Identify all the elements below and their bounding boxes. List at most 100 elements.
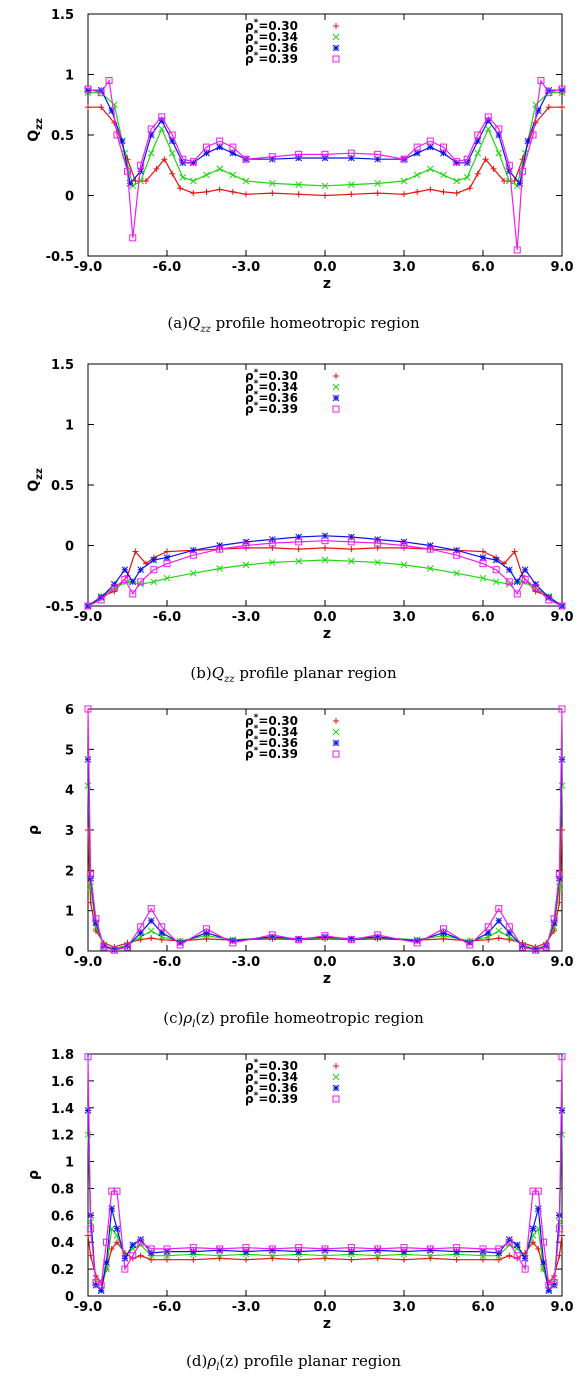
data-point [374,559,382,566]
data-point [374,1252,382,1260]
y-tick-label: 0.2 [51,1263,74,1278]
legend-label: ρ*=0.39 [245,51,298,66]
data-point [401,191,407,198]
data-point [505,1238,513,1246]
data-point [453,177,461,185]
series-0 [85,104,565,199]
data-point [374,155,382,163]
data-point [189,551,197,559]
data-point [516,180,524,187]
data-point [466,939,474,947]
data-point [374,536,382,543]
chart-b: -9.0 -6.0 -3.0 0.0 3.0 6.0 9.0 -0.5 0 0.5 1 1.5 z Qzz… [26,358,574,642]
data-point [84,1053,92,1061]
data-point [118,137,126,145]
data-point [268,536,276,543]
data-point [268,931,276,939]
y-tick-label: 1.5 [51,358,74,373]
data-point [295,538,303,546]
data-point [559,104,565,111]
data-point [295,557,303,565]
x-tick-label: -6.0 [153,1300,181,1315]
data-point [321,182,329,190]
data-point [453,569,461,577]
series-3 [84,77,566,254]
legend-label: ρ*=0.34 [245,1069,298,1084]
series-line [87,1110,563,1292]
x-tick-label: 9.0 [550,610,573,625]
data-point [268,539,276,547]
data-point [321,932,329,940]
data-point [495,927,503,935]
data-point [426,545,434,553]
data-point [495,131,503,139]
y-tick-label: 0 [65,945,74,960]
data-point [463,173,471,181]
data-point [542,943,550,951]
data-point [189,1248,197,1255]
data-point [348,191,355,198]
data-point [484,929,492,937]
data-point [229,188,236,195]
data-point [479,560,487,568]
data-point [147,131,155,139]
caption-text: profile planar region [238,1352,401,1370]
x-tick-label: 6.0 [471,955,494,970]
data-point [492,566,500,574]
data-point [374,539,382,547]
data-point [113,1239,120,1246]
data-point [555,870,563,878]
caption-prefix: (d) [186,1352,208,1370]
series-2 [84,1107,566,1294]
data-point [268,180,276,187]
data-point [532,584,540,592]
data-point [153,165,160,172]
series-1 [84,1131,566,1293]
data-point [466,185,473,192]
data-point [176,941,184,949]
y-tick-label: 1.2 [51,1129,74,1144]
data-point [537,77,545,85]
data-point [322,192,328,199]
data-point [440,929,447,937]
plot-frame [87,708,563,952]
data-point [505,161,513,169]
data-point [347,1244,355,1252]
data-point [426,565,434,572]
data-point [466,941,474,949]
data-point [440,925,447,933]
data-point [189,1244,197,1252]
data-point [321,1252,329,1260]
data-point [148,1256,155,1263]
caption-text: profile homeotropic region [210,314,420,332]
x-tick-label: 6.0 [471,260,494,275]
data-point [269,190,276,197]
data-point [147,1249,155,1257]
y-axis-label: ρ [26,1170,42,1180]
x-tick-label: -9.0 [74,1300,102,1315]
x-tick-label: 6.0 [471,610,494,625]
data-point [268,559,276,566]
data-point [137,580,145,588]
data-point [97,1287,105,1294]
y-tick-label: 0.8 [51,1182,74,1197]
data-point [158,929,166,937]
y-tick-label: 3 [65,824,74,839]
data-point [453,1244,461,1252]
legend-label: ρ*=0.30 [245,713,298,728]
legend-marker [333,23,339,29]
data-point [103,1259,110,1266]
data-point [189,177,197,185]
caption-subscript: zz [200,324,211,335]
legend-label: ρ*=0.30 [245,18,298,33]
data-point [505,578,513,586]
data-point [426,1252,434,1260]
data-point [243,191,249,198]
data-point [137,1252,144,1259]
data-point [529,1187,537,1195]
data-point [495,917,503,925]
caption-subscript: zz [224,674,235,685]
x-tick-label: -9.0 [74,610,102,625]
data-point [495,1245,503,1253]
data-point [426,542,434,549]
